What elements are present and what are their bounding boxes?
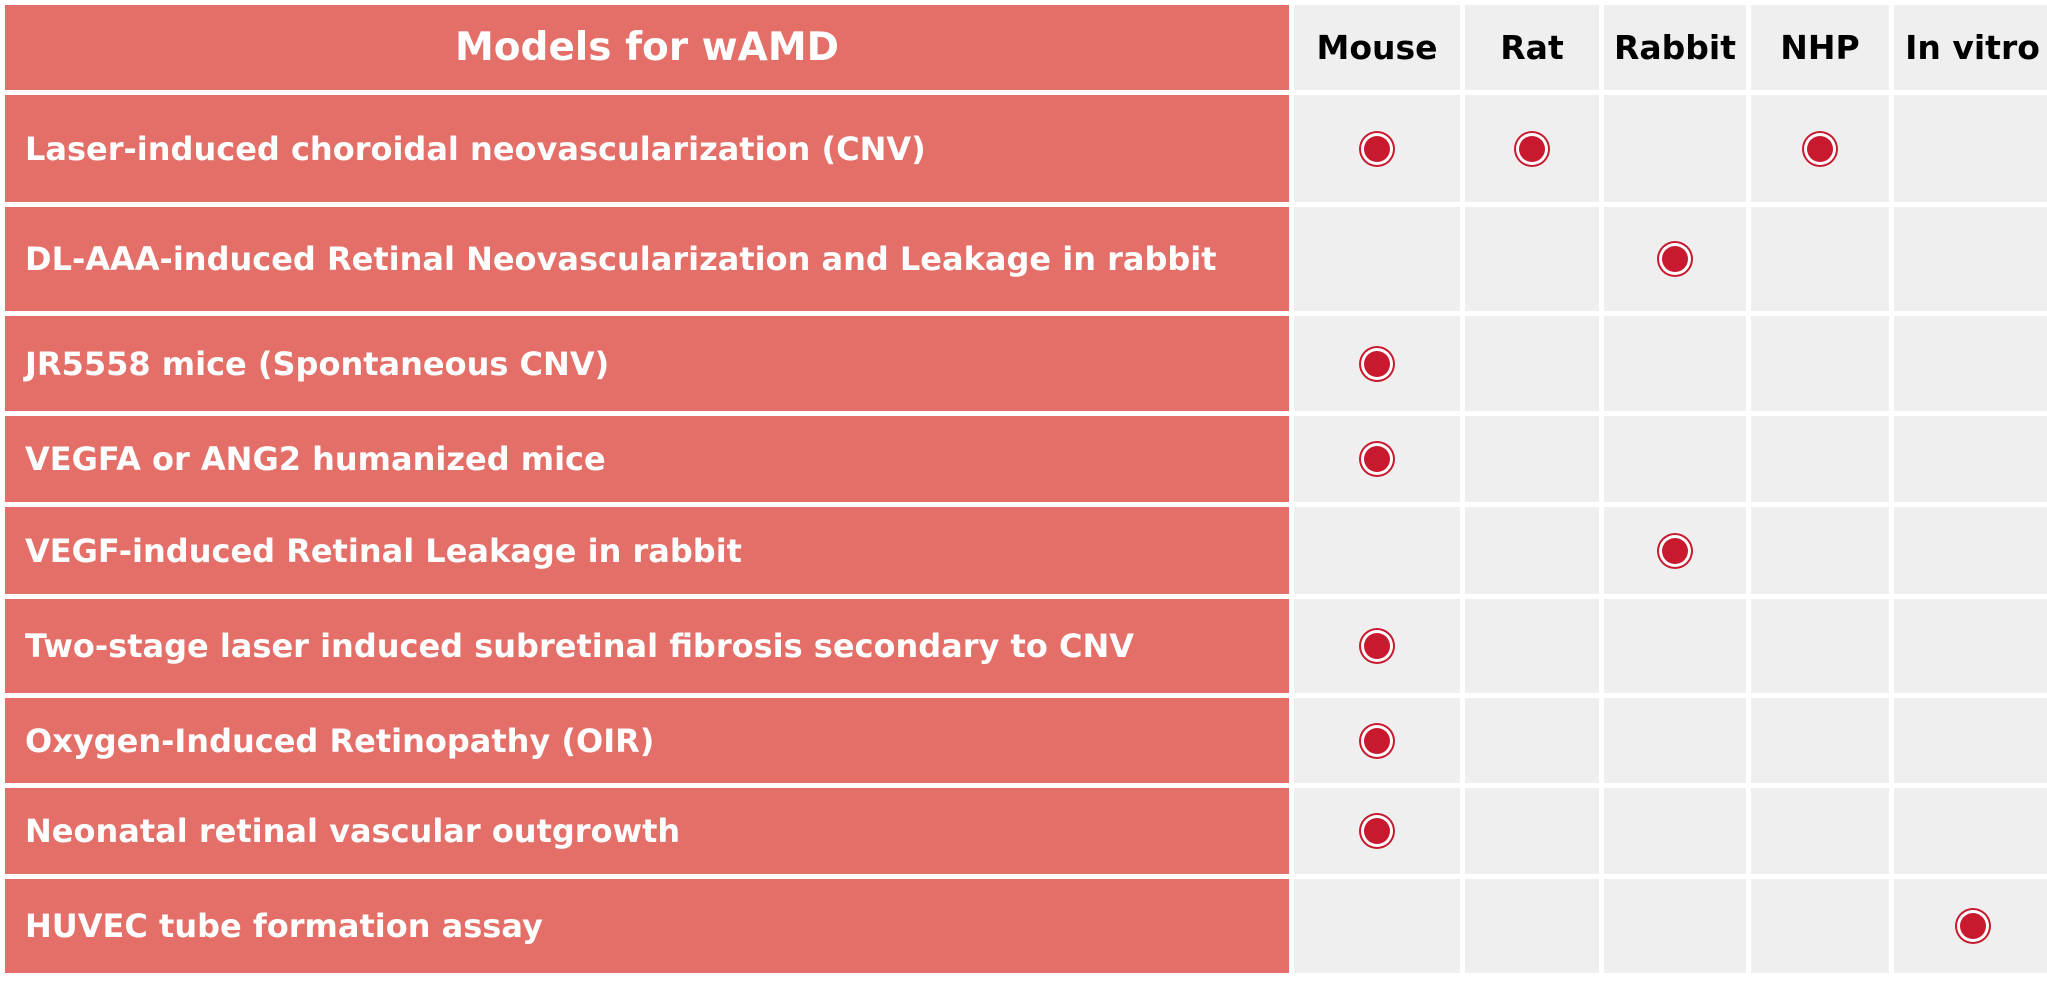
mark-cell-mouse [1294,879,1460,973]
filled-circle-icon [1364,135,1390,162]
mark-cell-rat [1465,879,1599,973]
table-title: Models for wAMD [5,5,1289,90]
filled-circle-icon [1807,135,1833,162]
mark-cell-nhp [1751,316,1889,411]
filled-circle-icon [1364,727,1390,754]
mark-cell-mouse [1294,316,1460,411]
mark-cell-rat [1465,698,1599,783]
filled-circle-icon [1364,633,1390,659]
mark-cell-nhp [1751,207,1889,311]
mark-cell-nhp [1751,507,1889,594]
mark-cell-nhp [1751,599,1889,693]
species-header-in-vitro: In vitro [1894,5,2047,90]
mark-cell-mouse [1294,698,1460,783]
mark-cell-rabbit [1604,207,1746,311]
model-name: Neonatal retinal vascular outgrowth [5,788,1289,874]
mark-cell-rabbit [1604,416,1746,502]
mark-cell-rat [1465,316,1599,411]
mark-cell-in-vitro [1894,207,2047,311]
model-name: Two-stage laser induced subretinal fibro… [5,599,1289,693]
mark-cell-rabbit [1604,788,1746,874]
mark-cell-mouse [1294,599,1460,693]
mark-cell-mouse [1294,507,1460,594]
model-name: VEGF-induced Retinal Leakage in rabbit [5,507,1289,594]
filled-circle-icon [1364,446,1390,472]
filled-circle-icon [1364,350,1390,377]
species-header-rat: Rat [1465,5,1599,90]
mark-cell-rabbit [1604,879,1746,973]
mark-cell-in-vitro [1894,788,2047,874]
filled-circle-icon [1662,246,1688,272]
mark-cell-mouse [1294,788,1460,874]
model-name: Oxygen-Induced Retinopathy (OIR) [5,698,1289,783]
mark-cell-in-vitro [1894,507,2047,594]
filled-circle-icon [1959,913,1986,939]
model-name: DL-AAA-induced Retinal Neovascularizatio… [5,207,1289,311]
mark-cell-rat [1465,599,1599,693]
mark-cell-in-vitro [1894,416,2047,502]
mark-cell-rat [1465,416,1599,502]
mark-cell-nhp [1751,95,1889,202]
mark-cell-in-vitro [1894,95,2047,202]
species-header-nhp: NHP [1751,5,1889,90]
mark-cell-in-vitro [1894,316,2047,411]
mark-cell-rat [1465,507,1599,594]
mark-cell-rat [1465,788,1599,874]
model-name: VEGFA or ANG2 humanized mice [5,416,1289,502]
mark-cell-in-vitro [1894,879,2047,973]
filled-circle-icon [1364,818,1390,844]
mark-cell-rabbit [1604,316,1746,411]
mark-cell-mouse [1294,207,1460,311]
mark-cell-rabbit [1604,599,1746,693]
mark-cell-mouse [1294,416,1460,502]
mark-cell-rat [1465,95,1599,202]
species-header-rabbit: Rabbit [1604,5,1746,90]
models-table: Models for wAMD Mouse Rat Rabbit NHP In … [5,5,2047,973]
mark-cell-nhp [1751,416,1889,502]
mark-cell-rabbit [1604,698,1746,783]
mark-cell-nhp [1751,788,1889,874]
model-name: HUVEC tube formation assay [5,879,1289,973]
mark-cell-in-vitro [1894,599,2047,693]
mark-cell-rabbit [1604,95,1746,202]
mark-cell-nhp [1751,698,1889,783]
mark-cell-rat [1465,207,1599,311]
mark-cell-nhp [1751,879,1889,973]
model-name: JR5558 mice (Spontaneous CNV) [5,316,1289,411]
mark-cell-rabbit [1604,507,1746,594]
filled-circle-icon [1662,537,1688,564]
species-header-mouse: Mouse [1294,5,1460,90]
model-name: Laser-induced choroidal neovascularizati… [5,95,1289,202]
mark-cell-mouse [1294,95,1460,202]
mark-cell-in-vitro [1894,698,2047,783]
filled-circle-icon [1519,135,1545,162]
